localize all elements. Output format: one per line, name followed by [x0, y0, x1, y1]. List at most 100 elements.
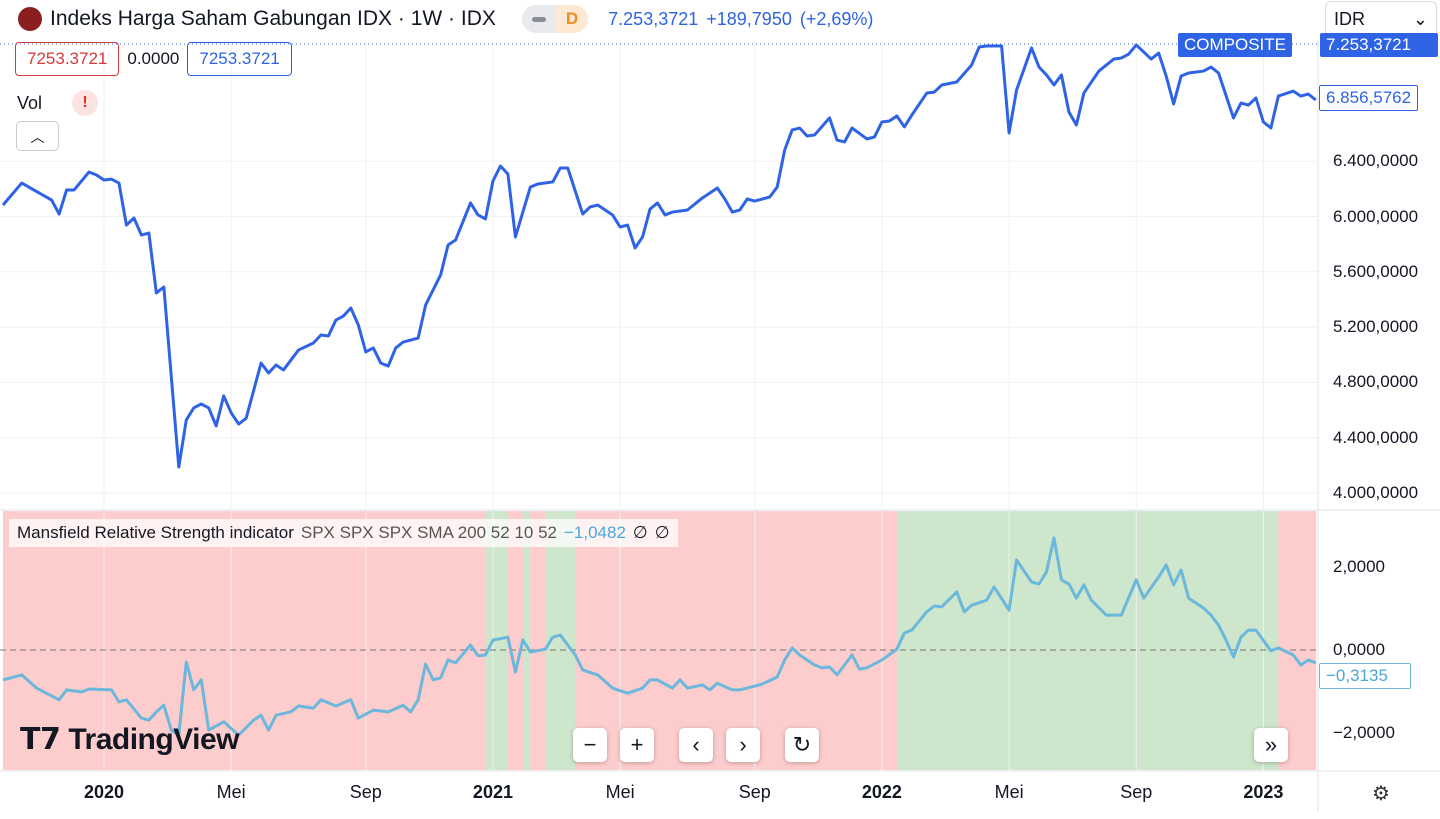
mrs-background-band: [193, 511, 202, 770]
mrs-background-band: [934, 511, 943, 770]
mrs-background-band: [859, 511, 868, 770]
volume-label: Vol: [17, 92, 43, 113]
zoom-in-button[interactable]: +: [620, 728, 654, 762]
mrs-background-band: [261, 511, 270, 770]
mrs-background-band: [530, 511, 546, 770]
scroll-left-button[interactable]: ‹: [679, 728, 713, 762]
mrs-background-band: [1039, 511, 1047, 770]
mrs-background-band: [1031, 511, 1040, 770]
settings-icon[interactable]: ⚙: [1372, 783, 1390, 805]
price-axis-label: 6.400,0000: [1333, 151, 1419, 171]
mrs-background-band: [410, 511, 419, 770]
scroll-to-realtime-button[interactable]: »: [1254, 728, 1288, 762]
mrs-background-band: [717, 511, 733, 770]
crosshair-price-tag: 6.856,5762: [1319, 85, 1419, 111]
mrs-background-band: [575, 511, 584, 770]
mrs-background-band: [1293, 511, 1302, 770]
mrs-background-band: [507, 511, 516, 770]
mrs-background-band: [1181, 511, 1190, 770]
time-axis-label: 2022: [861, 782, 902, 802]
mrs-background-band: [515, 511, 524, 770]
brand-name: TradingView: [68, 722, 240, 756]
tv-logo-icon: 𝗧𝟳: [20, 723, 61, 756]
mrs-background-band: [1173, 511, 1182, 770]
mrs-background-band: [657, 511, 673, 770]
mrs-background-band: [118, 511, 127, 770]
currency-select[interactable]: IDR ⌄: [1325, 1, 1437, 37]
mrs-background-band: [732, 511, 741, 770]
mrs-background-band: [1211, 511, 1220, 770]
mrs-background-band: [186, 511, 195, 770]
mrs-background-band: [560, 511, 576, 770]
mrs-background-band: [1248, 511, 1257, 770]
mrs-background-band: [313, 511, 322, 770]
mrs-background-band: [156, 511, 165, 770]
mrs-background-band: [1240, 511, 1249, 770]
zoom-out-button[interactable]: −: [573, 728, 607, 762]
mrs-background-band: [739, 511, 756, 770]
collapse-legend-button[interactable]: ︿: [16, 121, 59, 151]
time-axis-label: Sep: [738, 782, 771, 802]
time-axis-label: Sep: [349, 782, 382, 802]
mrs-background-band: [141, 511, 150, 770]
mrs-background-band: [291, 511, 299, 770]
mrs-background-band: [1143, 511, 1160, 770]
mrs-background-band: [59, 511, 68, 770]
mrs-line: [2, 536, 1317, 737]
mrs-background-band: [1270, 511, 1279, 770]
mrs-background-band: [956, 511, 965, 770]
mrs-background-band: [1278, 511, 1294, 770]
mrs-background-band: [1061, 511, 1070, 770]
mrs-background-band: [1166, 511, 1175, 770]
mrs-background-band: [208, 511, 225, 770]
mrs-background-band: [784, 511, 793, 770]
mrs-background-band: [148, 511, 157, 770]
mrs-background-band: [298, 511, 314, 770]
price-line: [1, 43, 1317, 469]
mrs-background-band: [1158, 511, 1167, 770]
na-icon: ∅: [654, 523, 670, 542]
mrs-background-band: [679, 511, 688, 770]
mrs-background-band: [1188, 511, 1205, 770]
mrs-background-band: [866, 511, 883, 770]
mrs-background-band: [403, 511, 412, 770]
last-price-tag: 7.253,3721: [1320, 33, 1438, 57]
mrs-background-band: [21, 511, 38, 770]
mrs-background-band: [911, 511, 928, 770]
mrs-background-band: [687, 511, 703, 770]
mrs-background-band: [814, 511, 823, 770]
indicator-name: Mansfield Relative Strength indicator: [17, 523, 294, 542]
indicator-axis-label: 2,0000: [1333, 557, 1385, 576]
mrs-background-band: [837, 511, 853, 770]
mrs-background-band: [388, 511, 404, 770]
mrs-background-band: [3, 511, 23, 770]
mrs-background-band: [702, 511, 711, 770]
warning-icon[interactable]: !: [72, 90, 99, 116]
price-change-pct: (+2,69%): [799, 8, 874, 29]
buy-price-box[interactable]: 7253.3721: [187, 42, 292, 76]
market-status-pill[interactable]: D: [521, 5, 589, 33]
mrs-background-band: [253, 511, 262, 770]
time-axis-label: 2020: [83, 782, 125, 802]
reset-chart-button[interactable]: ↻: [785, 728, 819, 762]
mrs-background-band: [642, 511, 651, 770]
mrs-background-band: [276, 511, 292, 770]
sell-price-box[interactable]: 7253.3721: [15, 42, 120, 76]
mrs-background-band: [178, 511, 187, 770]
mrs-background-band: [470, 511, 479, 770]
time-axis-label: Sep: [1120, 782, 1153, 802]
indicator-params: SPX SPX SPX SMA 200 52 10 52: [300, 523, 557, 542]
mrs-background-band: [433, 511, 442, 770]
symbol-logo-icon: [18, 7, 42, 31]
price-axis-label: 5.600,0000: [1333, 261, 1419, 281]
symbol-title[interactable]: Indeks Harga Saham Gabungan IDX · 1W · I…: [50, 7, 496, 30]
mrs-background-band: [971, 511, 988, 770]
tradingview-logo[interactable]: 𝗧𝟳 TradingView: [20, 722, 240, 757]
scroll-right-button[interactable]: ›: [726, 728, 760, 762]
mrs-background-band: [1068, 511, 1077, 770]
indicator-legend[interactable]: Mansfield Relative Strength indicator SP…: [9, 519, 678, 547]
mrs-background-band: [66, 511, 83, 770]
indicator-value: −1,0482: [563, 523, 626, 542]
mrs-background-band: [440, 511, 449, 770]
